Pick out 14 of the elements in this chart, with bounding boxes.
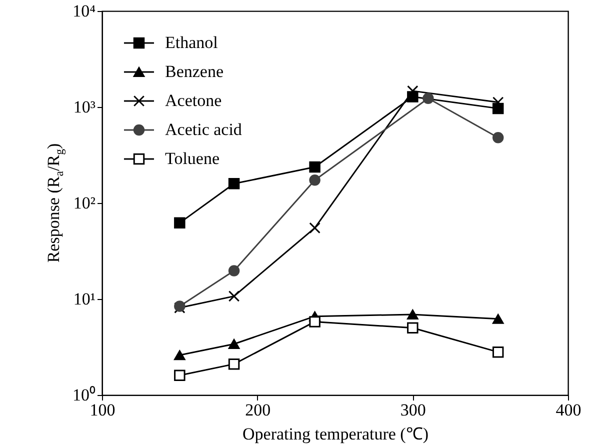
y-tick-label: 10¹ [73, 290, 96, 308]
legend-label: Ethanol [165, 33, 218, 52]
y-tick-label: 10⁴ [72, 2, 96, 20]
y-tick-label: 10³ [73, 98, 96, 116]
legend-label: Acetone [165, 91, 222, 110]
y-tick-label: 10² [73, 194, 96, 212]
x-tick-label: 300 [400, 400, 426, 420]
y-axis-title: Response (Ra/Rg) [44, 143, 66, 263]
legend-label: Toluene [165, 149, 220, 168]
x-tick-label: 400 [556, 400, 582, 420]
x-axis-title: Operating temperature (℃) [242, 424, 428, 444]
legend-label: Benzene [165, 62, 224, 81]
legend-label: Acetic acid [165, 120, 242, 139]
x-tick-label: 200 [245, 400, 271, 420]
